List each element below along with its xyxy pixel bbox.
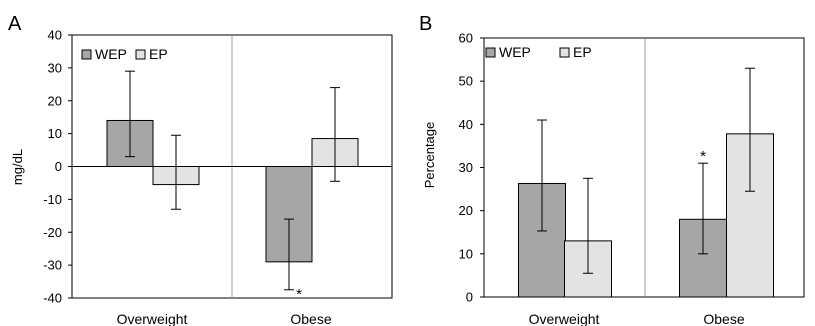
panel-b-plot: 60 50 40 30 20 10 0 * [459, 31, 805, 305]
panel-a-ytick-label: 30 [48, 60, 62, 75]
panel-b-ytick-label: 0 [466, 290, 473, 305]
panel-a-ytick-label: -10 [43, 192, 62, 207]
panel-b-ytick-label: 10 [459, 246, 473, 261]
legend-a-wep-swatch [81, 49, 92, 60]
panel-a-category-obese: Obese [290, 311, 331, 326]
panel-a-ytick-label: -20 [43, 225, 62, 240]
panel-a-ytick-label: -40 [43, 291, 62, 306]
panel-b-significance-star: * [700, 148, 706, 165]
panel-b-ytick-label: 60 [459, 31, 473, 46]
panel-b-category-obese: Obese [703, 311, 744, 326]
panel-a-plot: 40 30 20 10 0 -10 -20 -30 -40 * [43, 28, 393, 306]
panel-a-ytick-label: 0 [55, 159, 62, 174]
panel-b-ytick-label: 20 [459, 203, 473, 218]
panel-a-legend: WEP EP [81, 46, 168, 62]
legend-b-wep-label: WEP [499, 44, 531, 60]
panel-a-ytick-label: 10 [48, 126, 62, 141]
panel-b-legend: WEP EP [485, 44, 592, 60]
panel-b-category-overweight: Overweight [529, 311, 600, 326]
panel-a-ytick-label: 40 [48, 28, 62, 43]
panel-a-ytick-label: -30 [43, 258, 62, 273]
panel-a: A mg/dL 40 30 20 10 0 -10 -20 -30 -40 * WEP EP Ov… [8, 13, 393, 326]
panel-b-ytick-label: 40 [459, 117, 473, 132]
panel-a-category-overweight: Overweight [117, 311, 188, 326]
panel-a-letter: A [8, 13, 22, 35]
panel-b-ytick-label: 50 [459, 74, 473, 89]
panel-a-significance-star: * [296, 286, 302, 303]
panel-b-letter: B [419, 13, 432, 35]
panel-a-ylabel: mg/dL [10, 149, 25, 185]
legend-a-ep-swatch [135, 49, 146, 60]
panel-a-ytick-label: 20 [48, 93, 62, 108]
legend-a-wep-label: WEP [95, 46, 127, 62]
panel-b-ylabel: Percentage [422, 122, 437, 189]
panel-b: B Percentage 60 50 40 30 20 10 0 * WEP EP Overw… [419, 13, 805, 326]
legend-b-wep-swatch [485, 47, 496, 58]
legend-b-ep-label: EP [573, 44, 592, 60]
legend-a-ep-label: EP [149, 46, 168, 62]
panel-b-ytick-label: 30 [459, 160, 473, 175]
legend-b-ep-swatch [559, 47, 570, 58]
